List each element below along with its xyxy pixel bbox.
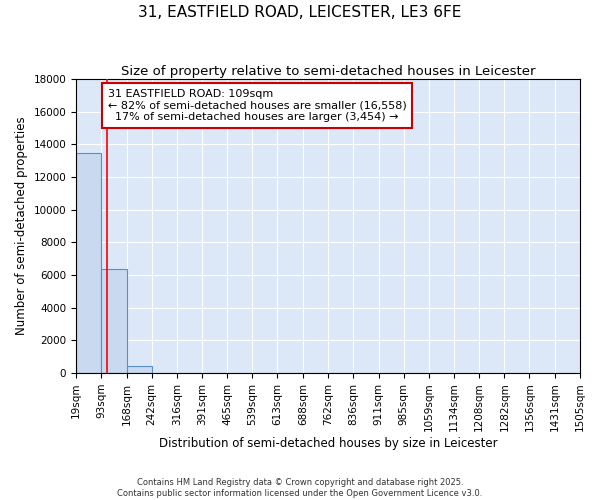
X-axis label: Distribution of semi-detached houses by size in Leicester: Distribution of semi-detached houses by …	[159, 437, 497, 450]
Text: 31, EASTFIELD ROAD, LEICESTER, LE3 6FE: 31, EASTFIELD ROAD, LEICESTER, LE3 6FE	[139, 5, 461, 20]
Y-axis label: Number of semi-detached properties: Number of semi-detached properties	[15, 117, 28, 336]
Text: 31 EASTFIELD ROAD: 109sqm
← 82% of semi-detached houses are smaller (16,558)
  1: 31 EASTFIELD ROAD: 109sqm ← 82% of semi-…	[108, 89, 407, 122]
Title: Size of property relative to semi-detached houses in Leicester: Size of property relative to semi-detach…	[121, 65, 535, 78]
Text: Contains HM Land Registry data © Crown copyright and database right 2025.
Contai: Contains HM Land Registry data © Crown c…	[118, 478, 482, 498]
Bar	[127, 366, 152, 373]
Bar	[76, 152, 101, 373]
Bar	[101, 268, 127, 373]
